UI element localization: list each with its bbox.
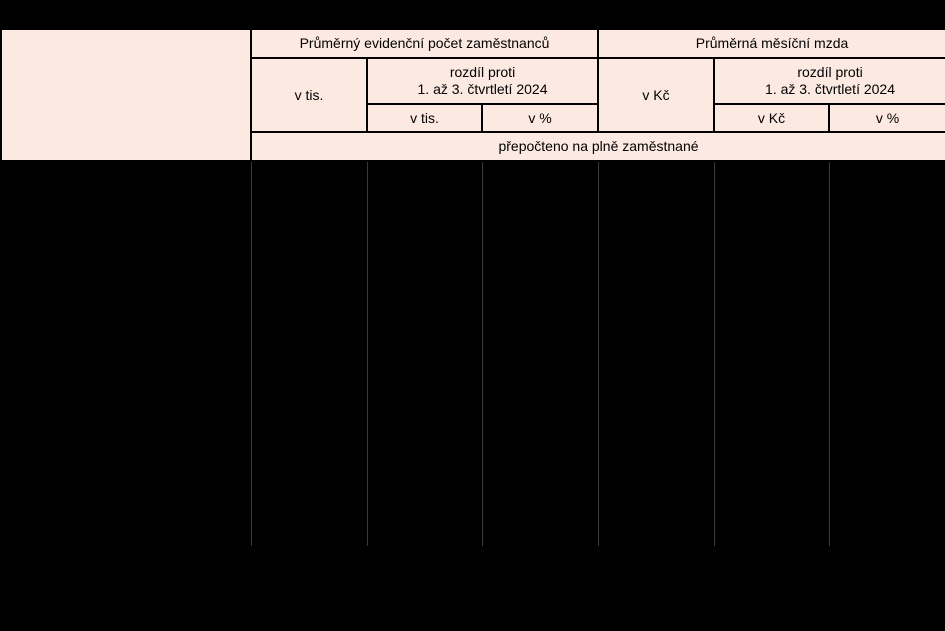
wage-difference-line2: 1. až 3. čtvrtletí 2024 xyxy=(765,81,895,97)
col-header-wage-difference: rozdíl proti 1. až 3. čtvrtletí 2024 xyxy=(713,57,945,105)
col-header-employees-difference: rozdíl proti 1. až 3. čtvrtletí 2024 xyxy=(365,57,600,105)
stub-header-cell xyxy=(0,28,252,162)
table-body-cell xyxy=(250,161,367,546)
table-body-cell xyxy=(828,161,945,546)
note-row-full-time-equivalent: přepočteno na plně zaměstnané xyxy=(249,131,945,162)
table-body-cell-stub xyxy=(1,161,251,546)
table-body-cell xyxy=(597,161,715,546)
col-header-employees-in-thousands: v tis. xyxy=(250,57,368,133)
employees-difference-line2: 1. až 3. čtvrtletí 2024 xyxy=(417,81,548,97)
table-header: Průměrný evidenční počet zaměstnanců Prů… xyxy=(0,28,945,162)
subcol-header-wage-diff-percent: v % xyxy=(828,103,945,133)
group-header-average-monthly-wage: Průměrná měsíční mzda xyxy=(597,28,945,59)
table-body-cell xyxy=(713,161,830,546)
col-header-wage-in-czk: v Kč xyxy=(597,57,716,133)
statistics-table: Průměrný evidenční počet zaměstnanců Prů… xyxy=(0,28,945,546)
table-body xyxy=(1,161,945,546)
wage-difference-line1: rozdíl proti xyxy=(797,64,863,81)
subcol-header-employees-diff-percent: v % xyxy=(480,103,600,133)
subcol-header-employees-diff-thousands: v tis. xyxy=(366,103,483,133)
group-header-average-employee-count: Průměrný evidenční počet zaměstnanců xyxy=(249,28,600,59)
table-body-cell xyxy=(366,161,482,546)
table-body-cell xyxy=(481,161,599,546)
subcol-header-wage-diff-czk: v Kč xyxy=(713,103,831,133)
table-body-row xyxy=(1,161,945,546)
employees-difference-line1: rozdíl proti xyxy=(449,64,516,81)
